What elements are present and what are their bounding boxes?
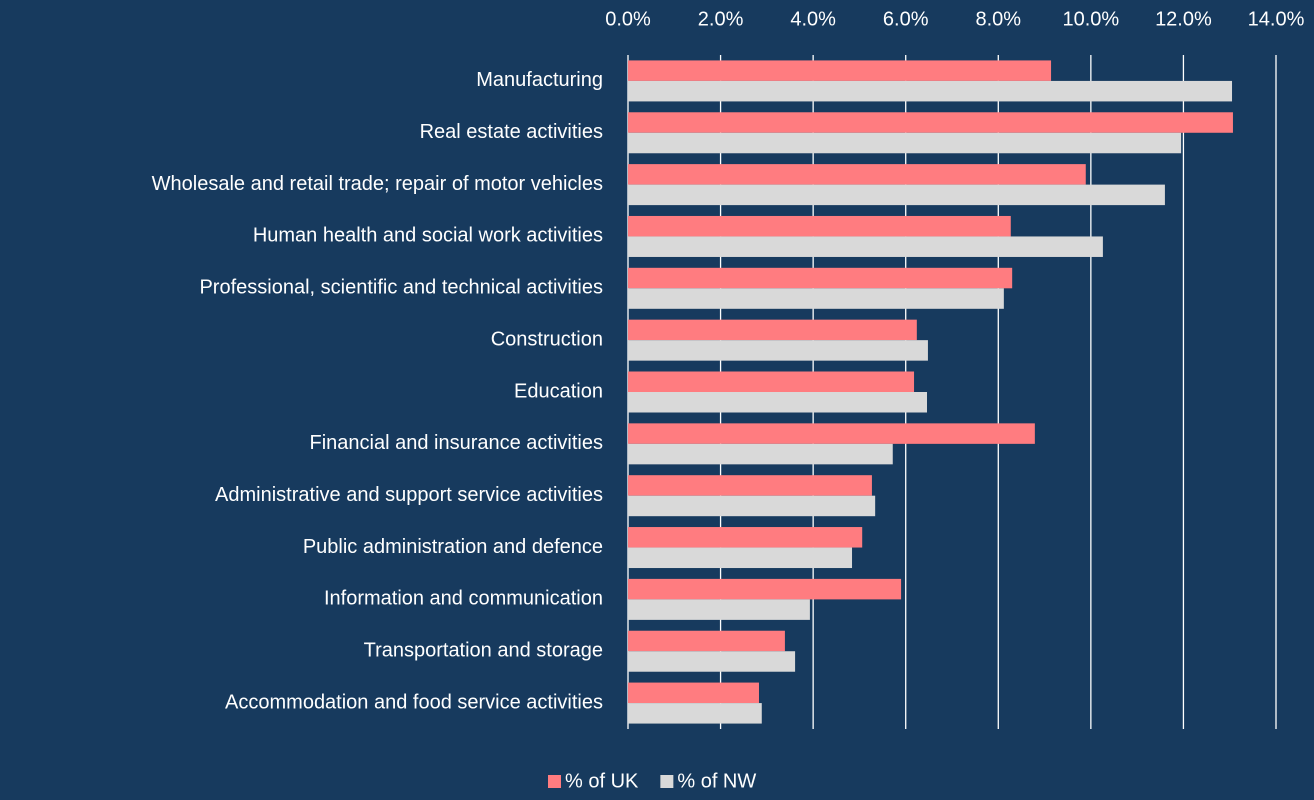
y-tick-label: Real estate activities (420, 121, 603, 143)
y-tick-label: Construction (491, 328, 603, 350)
y-tick-label: Administrative and support service activ… (215, 484, 603, 506)
bar (628, 547, 853, 569)
bar (628, 319, 917, 341)
bar (628, 132, 1182, 154)
legend-label: % of NW (677, 770, 756, 792)
bar (628, 682, 759, 704)
bar (628, 236, 1103, 257)
bar (628, 112, 1233, 133)
bar (628, 164, 1086, 185)
x-tick-label: 8.0% (975, 8, 1021, 30)
y-tick-label: Public administration and defence (303, 536, 603, 558)
bar (628, 599, 810, 620)
x-tick-label: 6.0% (883, 8, 929, 30)
x-tick-label: 10.0% (1062, 8, 1119, 30)
y-tick-label: Manufacturing (476, 69, 603, 91)
y-tick-label: Professional, scientific and technical a… (199, 277, 603, 299)
bar (628, 371, 915, 392)
x-tick-label: 12.0% (1155, 8, 1212, 30)
bar (628, 184, 1165, 206)
bar (628, 495, 876, 517)
x-tick-label: 2.0% (698, 8, 744, 30)
y-tick-label: Financial and insurance activities (310, 432, 604, 454)
bar (628, 340, 928, 361)
x-tick-label: 4.0% (790, 8, 836, 30)
legend-marker (548, 775, 561, 788)
bar (628, 630, 785, 652)
y-tick-label: Accommodation and food service activitie… (225, 691, 603, 713)
bar (628, 651, 796, 672)
x-tick-label: 14.0% (1248, 8, 1305, 30)
legend-label: % of UK (565, 770, 639, 792)
bar (628, 443, 893, 465)
bar (628, 267, 1013, 289)
bar (628, 578, 902, 600)
bar (628, 423, 1035, 444)
y-tick-label: Information and communication (324, 588, 603, 610)
bar (628, 392, 928, 413)
y-tick-label: Wholesale and retail trade; repair of mo… (152, 173, 603, 195)
bar (628, 527, 863, 548)
bar (628, 288, 1004, 309)
bar (628, 703, 762, 724)
y-tick-label: Transportation and storage (364, 640, 603, 662)
bar (628, 475, 872, 496)
legend-marker (660, 775, 674, 788)
bar (628, 215, 1011, 237)
x-tick-label: 0.0% (605, 8, 651, 30)
y-tick-label: Education (514, 380, 603, 402)
y-tick-label: Human health and social work activities (253, 225, 603, 247)
bar (628, 60, 1052, 81)
bar (628, 80, 1233, 102)
